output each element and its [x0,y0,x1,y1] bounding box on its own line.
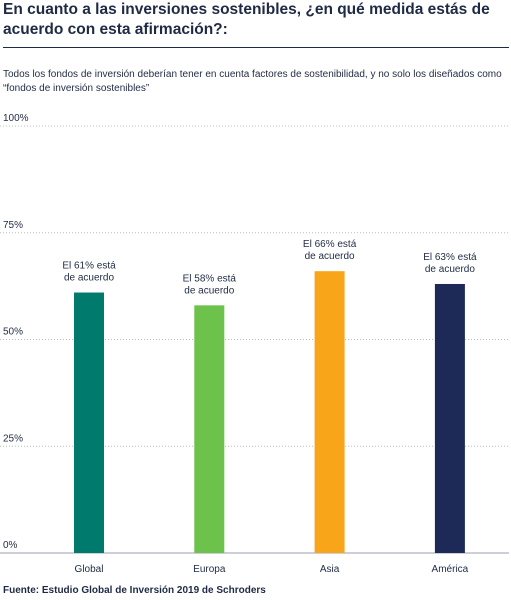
data-label: El 58% está de acuerdo [183,273,237,296]
x-tick-label: Global [75,564,104,575]
chart-title: En cuanto a las inversiones sostenibles,… [3,1,490,38]
bar [314,271,345,553]
bar [194,305,225,553]
y-tick-label: 75% [3,220,23,231]
x-tick-label: América [432,564,469,575]
x-tick-label: Asia [320,564,340,575]
data-label: El 66% está de acuerdo [303,239,357,262]
title-divider [3,47,509,48]
y-tick-label: 25% [3,433,23,444]
x-tick-label: Europa [193,564,226,575]
y-tick-label: 50% [3,327,23,338]
bar [434,283,465,553]
y-tick-label: 100% [3,113,29,124]
data-label: El 61% está de acuerdo [62,261,116,284]
chart-subtitle: Todos los fondos de inversión deberían t… [3,69,502,94]
source-note: Fuente: Estudio Global de Inversión 2019… [3,585,266,596]
bar [74,292,104,553]
data-label: El 63% está de acuerdo [423,252,477,275]
y-tick-label: 0% [3,540,18,551]
